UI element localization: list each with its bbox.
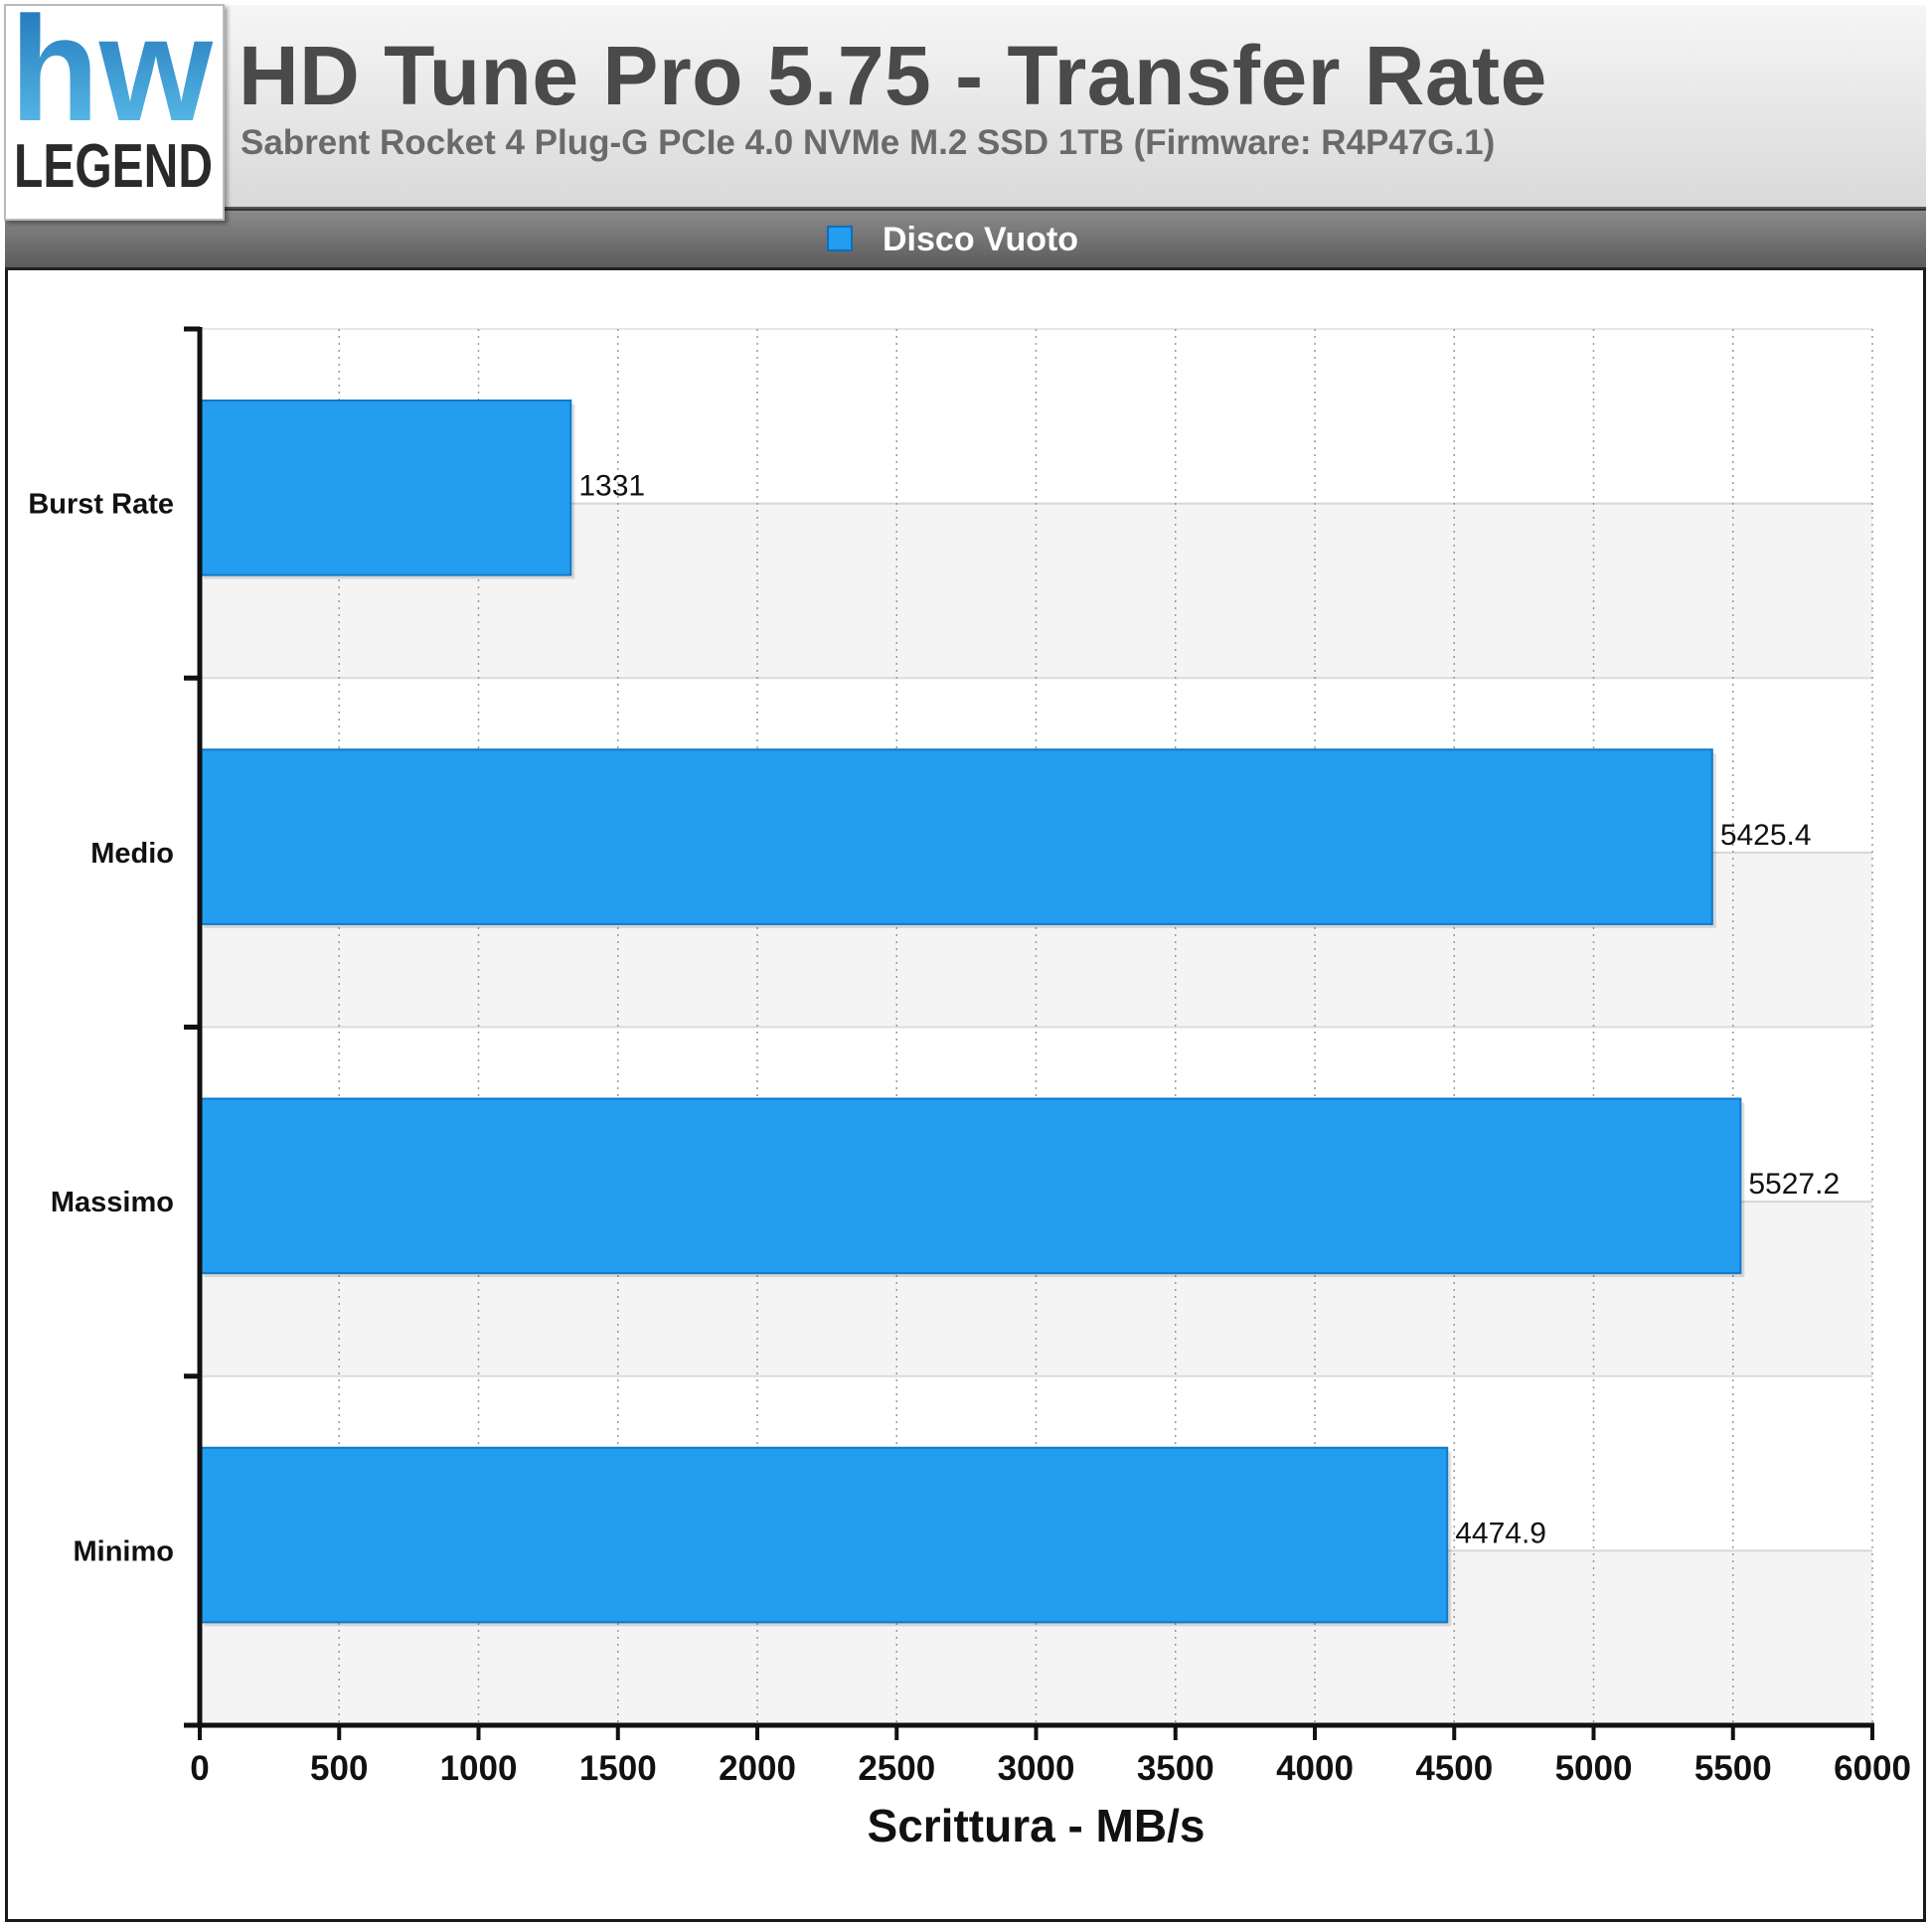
legend-bar [5, 209, 1926, 270]
value-label: 5527.2 [1748, 1168, 1840, 1201]
x-tick-label: 3000 [998, 1749, 1075, 1788]
x-tick-label: 1000 [440, 1749, 518, 1788]
x-tick-label: 500 [310, 1749, 368, 1788]
legend-label: Disco Vuoto [883, 221, 1079, 258]
x-axis-title: Scrittura - MB/s [868, 1800, 1206, 1851]
x-tick-label: 6000 [1834, 1749, 1911, 1788]
x-tick-label: 4500 [1415, 1749, 1493, 1788]
bar-minimo [200, 1446, 1449, 1624]
site-logo: hw LEGEND [4, 4, 225, 221]
bar-massimo [200, 1097, 1742, 1275]
x-tick-label: 1500 [579, 1749, 657, 1788]
x-tick-label: 0 [190, 1749, 209, 1788]
chart-header [5, 5, 1926, 209]
category-label: Burst Rate [28, 489, 174, 521]
value-label: 5425.4 [1720, 819, 1812, 852]
x-tick-label: 2500 [858, 1749, 935, 1788]
category-label: Minimo [74, 1535, 175, 1567]
x-tick-label: 2000 [719, 1749, 796, 1788]
x-tick-label: 3500 [1137, 1749, 1214, 1788]
bar-burst-rate [200, 400, 572, 576]
legend-swatch [827, 226, 853, 251]
bar-medio [200, 748, 1713, 925]
category-label: Medio [90, 838, 174, 870]
x-tick-label: 5000 [1555, 1749, 1633, 1788]
chart-title: HD Tune Pro 5.75 - Transfer Rate [239, 29, 1547, 122]
x-tick-label: 5500 [1694, 1749, 1772, 1788]
logo-wordmark: LEGEND [14, 132, 213, 201]
category-label: Massimo [51, 1187, 174, 1218]
x-tick-label: 4000 [1276, 1749, 1354, 1788]
chart-subtitle: Sabrent Rocket 4 Plug-G PCIe 4.0 NVMe M.… [241, 123, 1496, 162]
value-label: 1331 [578, 470, 645, 503]
logo-mark: hw [10, 6, 213, 152]
value-label: 4474.9 [1455, 1517, 1546, 1549]
